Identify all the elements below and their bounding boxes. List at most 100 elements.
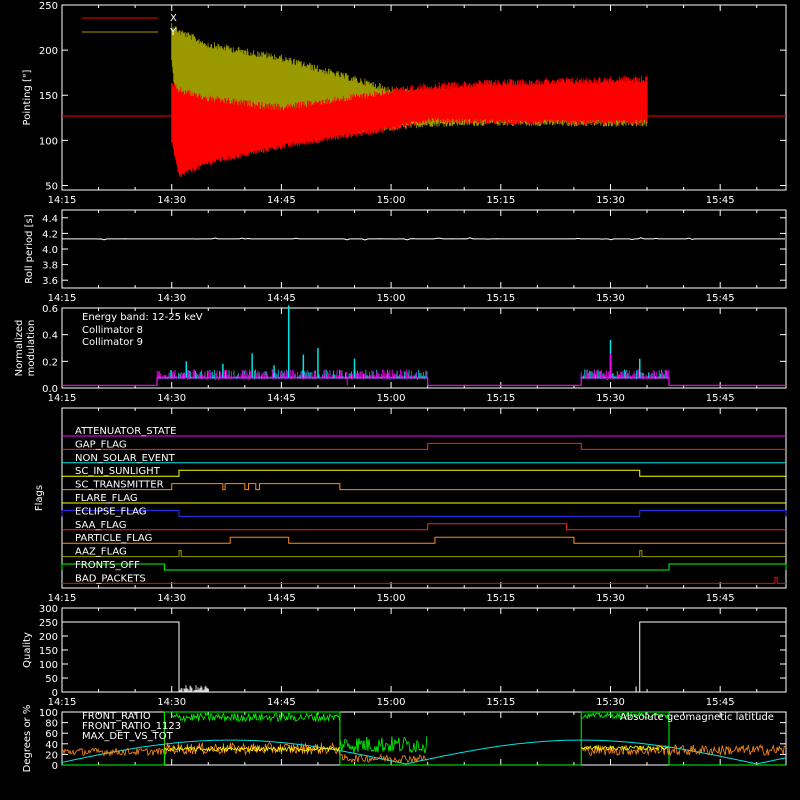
x-tick-label: 14:15 <box>48 293 77 304</box>
panel-4: Flags 14:15 14:30 14:45 15:00 15:15 15:30 15:45… <box>34 407 787 604</box>
y-tick-label: 250 <box>39 618 58 629</box>
y-tick-label: 0.4 <box>42 331 58 342</box>
y-tick-label: 100 <box>39 136 58 147</box>
y-tick-label: 60 <box>45 729 58 740</box>
x-tick-label: 14:45 <box>267 293 296 304</box>
flag-line-aaz_flag <box>62 550 786 558</box>
y-tick-label: 0.2 <box>42 357 58 368</box>
max-det-noise <box>164 742 340 756</box>
x-tick-label: 15:00 <box>377 593 406 604</box>
flag-label-saa_flag: SAA_FLAG <box>75 520 126 531</box>
x-tick-label: 15:00 <box>377 195 406 206</box>
y-tick-label: 0 <box>52 761 58 772</box>
legend-label-front_ratio: FRONT_RATIO <box>82 711 151 722</box>
y-tick-label: 50 <box>45 181 58 192</box>
flag-label-eclipse_flag: ECLIPSE_FLAG <box>75 506 146 517</box>
flag-label-particle_flag: PARTICLE_FLAG <box>75 533 152 544</box>
front-ratio-1123-noise <box>339 735 428 754</box>
flag-label-aaz_flag: AAZ_FLAG <box>75 547 127 558</box>
y-tick-label: 3.8 <box>42 261 58 272</box>
front-ratio-1123-noise <box>581 711 669 720</box>
legend-label-X: X <box>170 13 177 24</box>
flag-label-sc_transmitter: SC_TRANSMITTER <box>75 480 164 491</box>
y-tick-label: 300 <box>39 604 58 615</box>
flag-label-sc_in_sunlight: SC_IN_SUNLIGHT <box>75 466 161 477</box>
collimator-9-baseline <box>62 376 786 386</box>
x-tick-label: 14:15 <box>48 393 77 404</box>
flag-line-bad_packets <box>62 576 786 584</box>
max-det-noise <box>581 744 786 757</box>
x-tick-label: 15:15 <box>486 593 515 604</box>
y-tick-label: 0.6 <box>42 304 58 315</box>
panel-frame <box>61 407 787 589</box>
flag-label-gap_flag: GAP_FLAG <box>75 439 127 450</box>
y-axis-label: Degrees or % <box>22 705 33 773</box>
panel-frame <box>61 307 787 389</box>
y-axis-label: Roll period [s] <box>24 214 35 283</box>
x-tick-label: 15:15 <box>486 195 515 206</box>
y-tick-label: 4.0 <box>42 245 58 256</box>
y-tick-label: 100 <box>39 660 58 671</box>
y-axis-label: Normalized <box>14 320 25 377</box>
flag-label-non_solar_event: NON_SOLAR_EVENT <box>75 453 176 464</box>
front-ratio-noise <box>164 745 340 753</box>
x-tick-label: 15:30 <box>596 593 625 604</box>
flag-line-saa_flag <box>62 523 786 531</box>
flag-line-gap_flag <box>62 442 786 450</box>
panel-3: 0.0 0.2 0.4 0.6 Normalized modulation 14:15 14:… <box>14 304 787 404</box>
roll-period-line <box>62 237 785 241</box>
x-tick-label: 15:00 <box>377 697 406 708</box>
x-tick-label: 15:00 <box>377 393 406 404</box>
x-tick-label: 15:15 <box>486 393 515 404</box>
x-tick-label: 14:30 <box>157 697 186 708</box>
y-tick-label: 200 <box>39 46 58 57</box>
x-tick-label: 15:00 <box>377 293 406 304</box>
x-tick-label: 15:30 <box>596 697 625 708</box>
y-tick-label: 3.6 <box>42 276 58 287</box>
flag-line-sc_in_sunlight <box>62 469 786 477</box>
x-tick-label: 14:30 <box>157 593 186 604</box>
y-tick-label: 150 <box>39 646 58 657</box>
legend-label-max_det_vs_tot: MAX_DET_VS_TOT <box>82 731 174 742</box>
legend-label-collimator-9: Collimator 9 <box>82 337 143 348</box>
x-tick-label: 14:30 <box>157 195 186 206</box>
flag-label-fronts_off: FRONTS_OFF <box>75 560 140 571</box>
y-axis-label: modulation <box>26 320 37 377</box>
x-tick-label: 15:30 <box>596 293 625 304</box>
legend-label-collimator-8: Collimator 8 <box>82 325 143 336</box>
y-tick-label: 4.2 <box>42 229 58 240</box>
front-ratio-1123-step <box>62 711 786 766</box>
x-tick-label: 14:45 <box>267 593 296 604</box>
max-det-noise <box>339 753 428 764</box>
x-tick-label: 15:30 <box>596 393 625 404</box>
panel-2: 3.6 3.8 4.0 4.2 4.4 Roll period [s] 14:15 14:30… <box>24 209 787 304</box>
quality-noise <box>178 685 209 692</box>
x-tick-label: 14:45 <box>267 195 296 206</box>
x-tick-label: 15:45 <box>706 697 735 708</box>
y-tick-label: 50 <box>45 674 58 685</box>
flag-line-fronts_off <box>61 563 787 571</box>
panel-frame <box>61 4 787 191</box>
y-tick-label: 250 <box>39 1 58 12</box>
y-axis-label: Pointing ["] <box>22 69 33 125</box>
panel-frame <box>61 607 787 693</box>
x-tick-label: 14:30 <box>157 393 186 404</box>
legend-label-front_ratio_1123: FRONT_RATIO_1123 <box>82 721 181 732</box>
x-tick-label: 14:45 <box>267 697 296 708</box>
geomagnetic-latitude-curve <box>61 739 787 765</box>
y-tick-label: 100 <box>39 708 58 719</box>
x-tick-label: 14:15 <box>48 697 77 708</box>
y-tick-label: 4.4 <box>42 214 58 225</box>
front-ratio-1123-noise <box>171 712 341 723</box>
x-tick-label: 15:15 <box>486 697 515 708</box>
x-tick-label: 15:45 <box>706 293 735 304</box>
x-tick-label: 14:15 <box>48 195 77 206</box>
y-axis-label: Quality <box>22 632 33 668</box>
y-tick-label: 150 <box>39 91 58 102</box>
max-det-noise <box>61 747 165 757</box>
flag-line-sc_transmitter <box>62 483 786 491</box>
energy-band-annotation: Energy band: 12-25 keV <box>82 312 203 323</box>
x-tick-label: 14:45 <box>267 393 296 404</box>
